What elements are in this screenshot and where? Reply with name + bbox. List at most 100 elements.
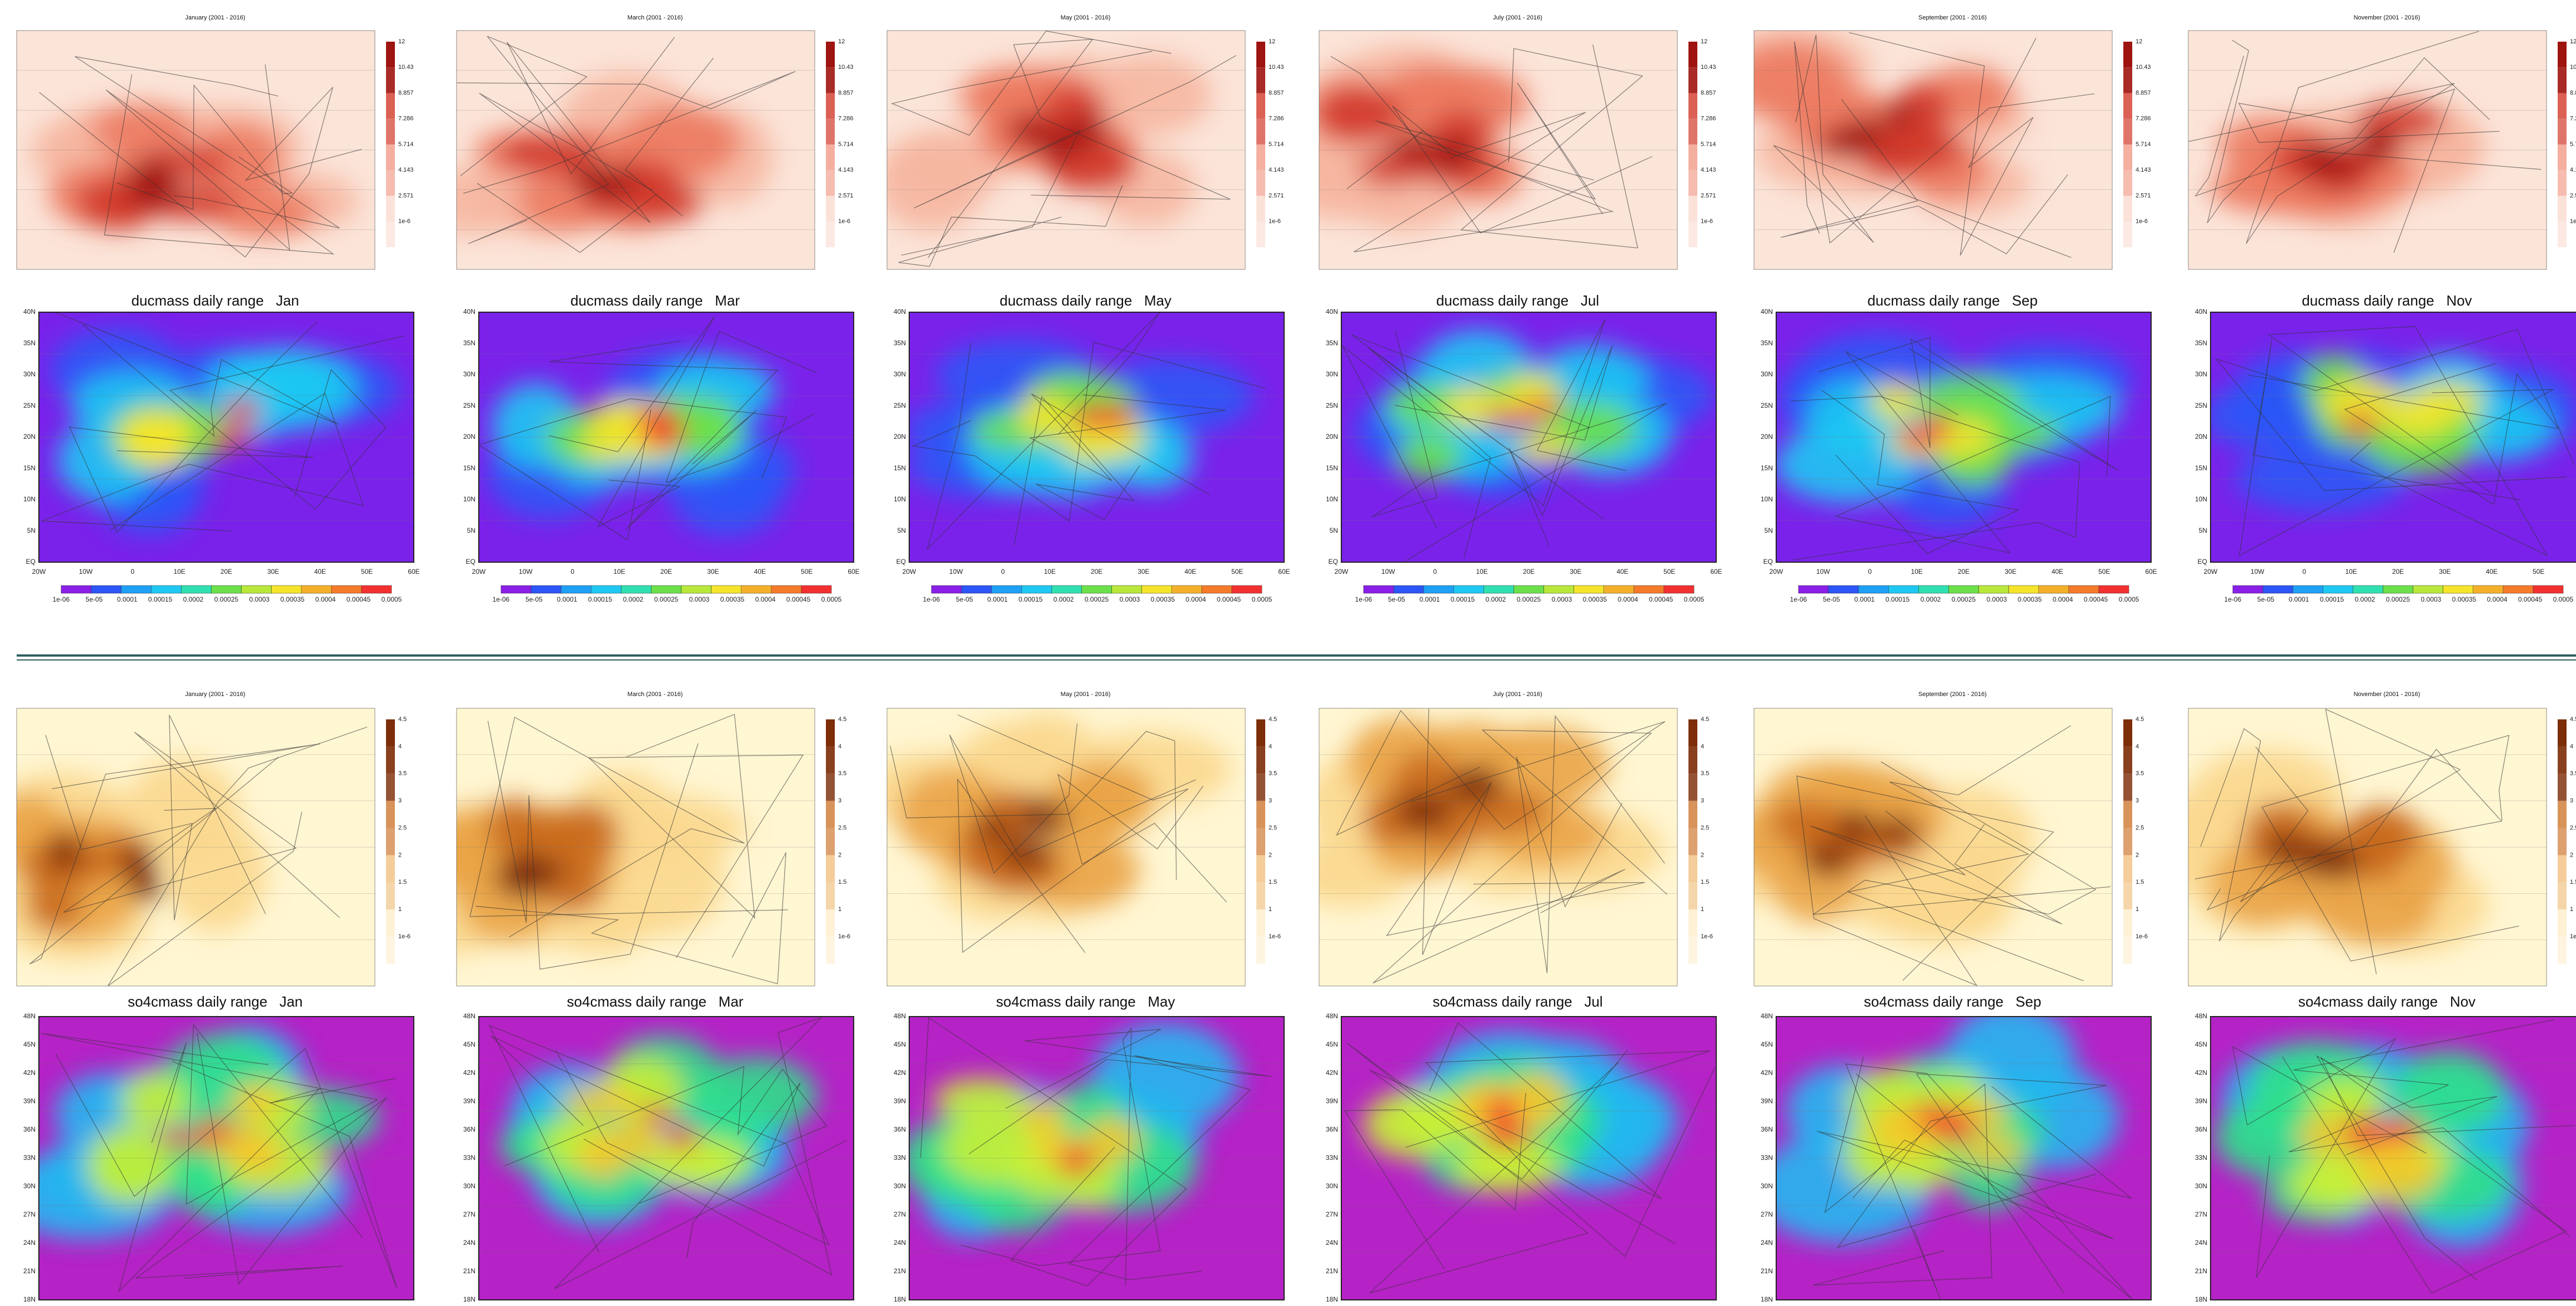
boundary <box>2316 1055 2498 1280</box>
boundary <box>1347 1043 1676 1294</box>
map <box>2211 312 2576 562</box>
colorbar-segment <box>2123 42 2132 68</box>
colorbar-segment <box>2123 170 2132 196</box>
colorbar-label: 12 <box>2136 38 2142 45</box>
colorbar-label: 5e-05 <box>86 596 103 603</box>
boundary <box>1821 389 2019 554</box>
colorbar-label: 4.143 <box>1269 167 1284 173</box>
y-axis-label: 42N <box>23 1069 36 1077</box>
colorbar-label: 0.0004 <box>1186 596 1206 603</box>
y-axis-label: 30N <box>1326 371 1338 378</box>
colorbar-segment <box>301 585 332 594</box>
y-axis-label: 21N <box>463 1267 475 1275</box>
map-frame <box>478 1016 854 1300</box>
colorbar-label: 0.0005 <box>2119 596 2139 603</box>
y-axis-label: 42N <box>1761 1069 1773 1077</box>
colorbar-label: 1e-6 <box>2570 218 2576 225</box>
y-axis-label: 24N <box>23 1239 36 1247</box>
y-axis-label: 40N <box>23 308 36 316</box>
x-axis-label: 20W <box>2204 568 2218 576</box>
colorbar-segment <box>621 585 651 594</box>
y-axis-label: 36N <box>1326 1125 1338 1133</box>
boundary <box>2247 363 2559 506</box>
map <box>457 31 815 269</box>
panel-title: November (2001 - 2016) <box>2354 14 2420 21</box>
colorbar-label: 4 <box>838 743 841 750</box>
colorbar-segment <box>826 144 835 171</box>
field-blob <box>1912 1102 1951 1127</box>
map-frame <box>1776 312 2152 563</box>
y-axis-label: 30N <box>463 1182 475 1190</box>
colorbar-label: 0.00025 <box>654 596 679 603</box>
boundary <box>2200 728 2291 942</box>
y-axis-label: 18N <box>463 1295 475 1303</box>
colorbar-segment <box>361 585 392 594</box>
colorbar-label: 4.143 <box>2136 167 2151 173</box>
colorbar-segment <box>1688 773 1697 801</box>
colorbar-label: 8.857 <box>1701 89 1716 96</box>
y-axis-label: 35N <box>894 339 906 347</box>
boundary <box>1847 725 2084 982</box>
field-blob <box>121 1072 188 1130</box>
colorbar-label: 4 <box>398 743 402 750</box>
colorbar-label: 7.286 <box>1269 116 1284 122</box>
colorbar-segment <box>826 855 835 883</box>
colorbar-label: 1e-6 <box>838 218 850 225</box>
colorbar-label: 1e-6 <box>2136 933 2148 940</box>
colorbar-label: 8.857 <box>1269 89 1284 96</box>
y-axis-label: 35N <box>23 339 36 347</box>
field-blob <box>2407 381 2484 422</box>
x-axis-label: 30E <box>1570 568 1581 576</box>
colorbar-segment <box>2123 773 2132 801</box>
boundary <box>2194 748 2503 911</box>
y-axis-label: 30N <box>23 1182 36 1190</box>
colorbar-segment <box>386 170 395 196</box>
map-frame <box>909 312 1285 563</box>
y-axis-label: 30N <box>1326 1182 1338 1190</box>
colorbar-segment <box>1256 196 1265 222</box>
map-frame <box>1776 1016 2152 1300</box>
x-axis-label: 60E <box>408 568 419 576</box>
colorbar-segment <box>826 67 835 93</box>
colorbar-label: 0.00035 <box>2452 596 2477 603</box>
colorbar-label: 7.286 <box>1701 116 1716 122</box>
colorbar-segment <box>1688 719 1697 747</box>
boundary <box>1845 1063 2133 1300</box>
boundary <box>1460 44 1643 249</box>
field-blob <box>942 1112 1056 1185</box>
y-axis-label: EQ <box>26 558 36 566</box>
y-axis-label: 30N <box>1761 371 1773 378</box>
map-frame <box>909 1016 1285 1300</box>
y-axis-label: 35N <box>1761 339 1773 347</box>
y-axis-label: 5N <box>27 527 36 534</box>
colorbar-label: 5e-05 <box>525 596 543 603</box>
y-axis-label: 20N <box>894 433 906 441</box>
y-axis-label: 39N <box>894 1097 906 1105</box>
boundary <box>1069 1055 1251 1280</box>
boundary <box>549 341 779 530</box>
y-axis-label: 40N <box>1326 308 1338 316</box>
y-axis-label: 39N <box>2195 1097 2207 1105</box>
map <box>457 708 815 986</box>
colorbar-segment <box>1888 585 1919 594</box>
colorbar-segment <box>2008 585 2039 594</box>
colorbar-segment <box>2443 585 2473 594</box>
colorbar-segment <box>1256 221 1265 247</box>
colorbar-label: 4.5 <box>2136 716 2144 723</box>
colorbar-label: 0.00025 <box>1085 596 1109 603</box>
colorbar-segment <box>771 585 802 594</box>
colorbar-label: 0.0004 <box>315 596 336 603</box>
field-blob <box>668 1122 697 1151</box>
y-axis-label: 36N <box>23 1125 36 1133</box>
colorbar-segment <box>1081 585 1112 594</box>
colorbar-label: 1.5 <box>2570 879 2576 885</box>
field-blob <box>505 852 548 890</box>
y-axis-label: 45N <box>463 1040 475 1048</box>
x-axis-label: 40E <box>754 568 766 576</box>
boundary <box>1818 337 2119 471</box>
y-axis-label: 42N <box>2195 1069 2207 1077</box>
x-axis-label: 40E <box>2052 568 2063 576</box>
y-axis-label: 20N <box>1326 433 1338 441</box>
x-axis-label: 20W <box>1335 568 1349 576</box>
y-axis-label: 42N <box>1326 1069 1338 1077</box>
